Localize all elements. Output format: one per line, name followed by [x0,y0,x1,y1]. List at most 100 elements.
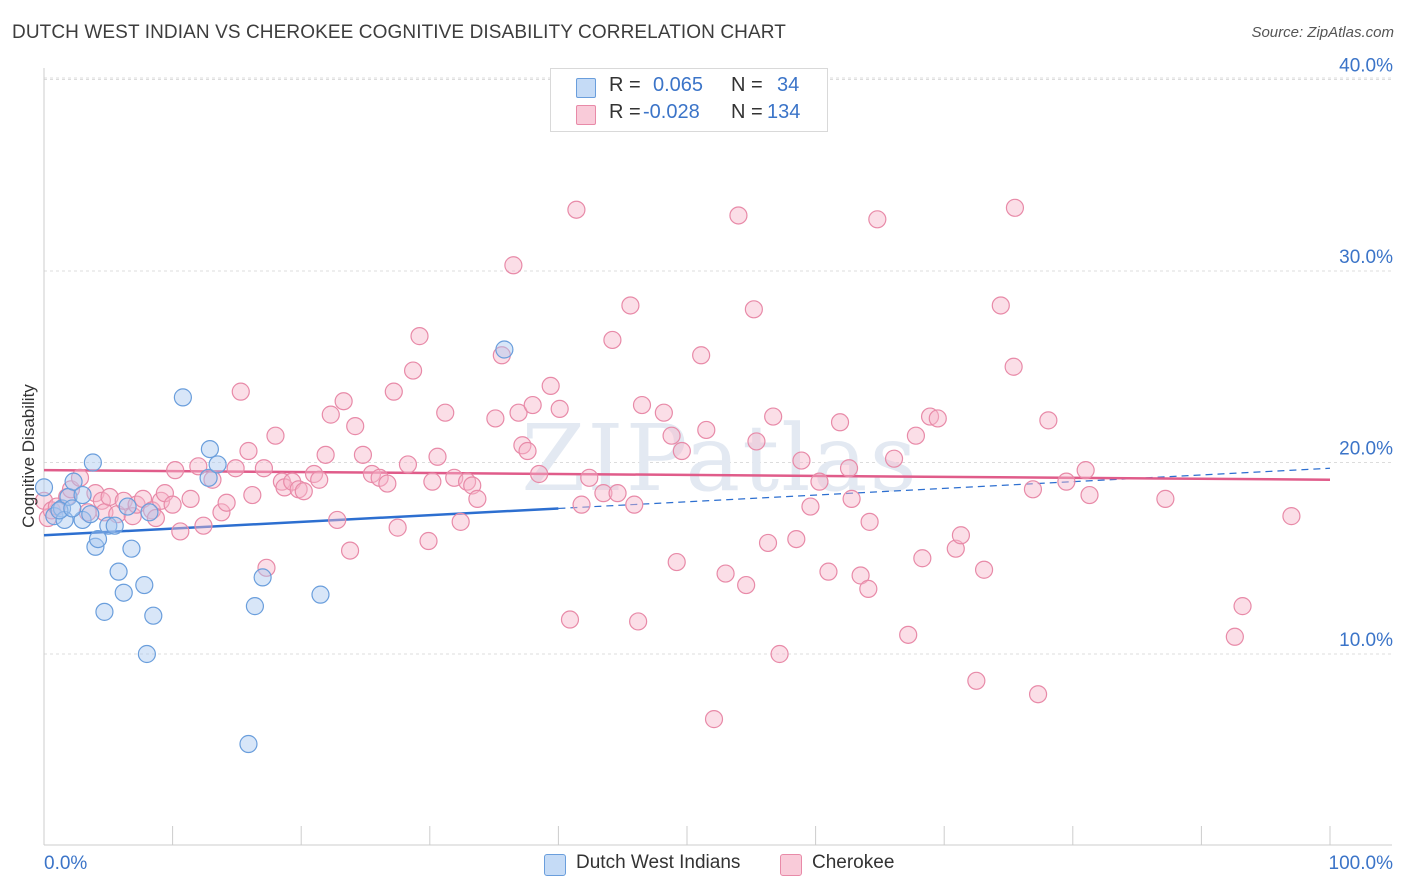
watermark: ZIPatlas [521,405,918,512]
legend-label: Dutch West Indians [576,852,741,873]
data-point [410,327,429,346]
data-point [632,395,652,415]
axes [43,68,1392,846]
data-point [310,470,329,489]
data-point [199,468,218,487]
y-tick-label: 10.0% [1339,630,1393,651]
data-point [608,484,627,503]
legend-label: Cherokee [812,852,895,873]
data-point [166,461,185,480]
data-point [550,399,569,418]
data-point [486,409,505,428]
data-point [951,526,971,545]
data-point [830,413,850,432]
data-point [495,340,514,359]
data-point [245,597,265,616]
data-point [967,671,986,690]
data-point [621,296,640,315]
data-point [792,451,811,470]
legend-swatch-blue [576,78,596,98]
series-blue [34,340,514,754]
data-point [257,558,276,577]
data-point [572,495,591,514]
data-point [73,485,92,505]
legend-row-dutch-west-indians: R = 0.065 N = 34 [551,74,827,100]
data-point [509,403,528,422]
legend-swatch-blue [544,854,566,876]
data-point [243,485,262,505]
data-point [764,407,783,426]
data-point [859,579,878,598]
data-point [388,518,407,537]
data-point [928,409,947,428]
series-pink [34,198,1301,729]
data-point [100,487,119,507]
x-tick-label: 100.0% [1329,853,1394,874]
trend-extension-blue [558,467,1331,510]
data-point [1225,627,1244,646]
data-point [716,564,735,583]
data-point [819,562,838,581]
data-point [851,566,870,585]
data-point [321,405,340,424]
y-tick-label: 20.0% [1339,439,1393,460]
data-point [530,464,549,484]
data-point [83,453,102,472]
data-point [144,606,163,625]
data-point [1028,685,1048,704]
data-point [594,484,613,503]
data-point [118,497,137,516]
data-point [946,539,965,558]
trend-lines [43,467,1331,537]
data-point [913,549,932,568]
data-point [1057,472,1076,491]
data-point [974,560,994,579]
data-point [463,476,482,495]
data-point [801,497,820,516]
y-tick-label: 40.0% [1339,56,1393,77]
data-point [88,529,108,549]
data-point [311,585,330,604]
x-tick-label: 0.0% [44,853,87,874]
data-point [64,472,83,491]
data-point [316,445,335,464]
legend-r-value: 0.065 [653,74,704,96]
source-label: Source: ZipAtlas.com [1251,24,1394,41]
data-point [523,395,542,415]
data-point [899,625,918,644]
legend-swatch-pink [780,854,802,876]
data-point [109,562,128,581]
data-point [1233,597,1252,616]
data-point [839,459,859,478]
data-point [567,200,586,219]
data-point [194,516,213,535]
data-point [266,426,285,445]
legend-n-label: N = [731,101,763,123]
data-point [1039,411,1058,430]
data-point [884,449,904,468]
data-point [729,206,748,225]
data-point [692,346,711,365]
data-point [304,464,324,484]
legend-n-value: 134 [767,101,801,123]
data-points [34,198,1301,754]
chart-title: DUTCH WEST INDIAN VS CHEROKEE COGNITIVE … [12,22,786,43]
correlation-legend: R = 0.065 N = 34 R = -0.028 N = 134 [550,68,828,132]
data-point [758,533,778,553]
tick-labels: 10.0% 20.0% 30.0% 40.0% 0.0% 100.0% [44,56,1393,875]
data-point [744,300,763,319]
data-point [114,583,133,602]
legend-n-value: 34 [777,74,800,96]
trend-line-blue [43,507,559,537]
data-point [200,439,219,459]
data-point [654,403,673,422]
legend-r-label: R = [609,74,641,96]
data-point [294,482,313,501]
data-point [403,361,423,380]
data-point [81,505,100,524]
data-point [662,426,681,445]
gridlines [44,77,1392,655]
data-point [629,612,648,631]
data-point [436,403,455,422]
